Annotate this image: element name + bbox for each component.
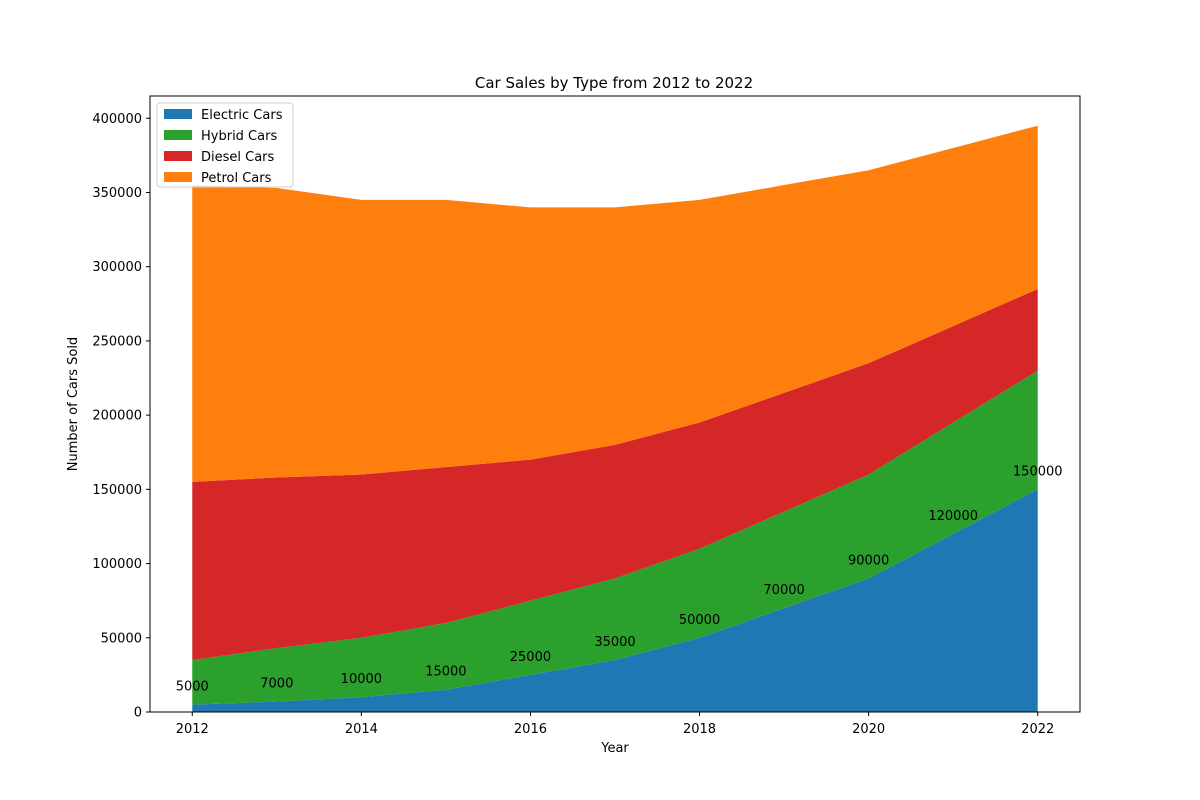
data-label: 7000 — [260, 677, 293, 692]
x-tick-label: 2018 — [683, 722, 716, 737]
y-tick-label: 200000 — [92, 409, 142, 424]
y-tick-label: 250000 — [92, 334, 142, 349]
data-label: 90000 — [848, 553, 889, 568]
data-label: 5000 — [176, 680, 209, 695]
x-tick-label: 2016 — [514, 722, 547, 737]
legend-swatch-electric-cars — [164, 109, 192, 119]
x-tick-label: 2022 — [1021, 722, 1054, 737]
y-tick-label: 100000 — [92, 557, 142, 572]
legend-label-petrol-cars: Petrol Cars — [201, 171, 272, 186]
data-label: 25000 — [510, 650, 551, 665]
y-axis-ticks: 0 50000 100000 150000 200000 250000 300000 3500… — [92, 112, 150, 721]
x-tick-label: 2020 — [852, 722, 885, 737]
legend-items: Electric Cars Hybrid Cars Diesel Cars Petro… — [164, 108, 283, 186]
legend-label-diesel-cars: Diesel Cars — [201, 150, 275, 165]
y-tick-label: 0 — [134, 706, 142, 721]
area-hybrid-cars — [192, 370, 1038, 705]
area-diesel-cars — [192, 288, 1038, 661]
data-label: 35000 — [594, 635, 635, 650]
legend-swatch-diesel-cars — [164, 151, 192, 161]
x-tick-label: 2014 — [345, 722, 378, 737]
data-label: 50000 — [679, 613, 720, 628]
legend-swatch-petrol-cars — [164, 172, 192, 182]
y-tick-label: 300000 — [92, 260, 142, 275]
x-axis-ticks: 2012 2014 2016 2018 2020 2022 — [176, 712, 1054, 737]
chart-title: Car Sales by Type from 2012 to 2022 — [475, 74, 753, 92]
y-tick-label: 400000 — [92, 112, 142, 127]
y-tick-label: 150000 — [92, 483, 142, 498]
data-label: 15000 — [425, 665, 466, 680]
y-tick-label: 350000 — [92, 186, 142, 201]
y-tick-label: 50000 — [101, 631, 142, 646]
x-tick-label: 2012 — [176, 722, 209, 737]
data-label: 150000 — [1013, 464, 1063, 479]
area-petrol-cars — [192, 125, 1038, 482]
x-axis-label: Year — [600, 741, 629, 756]
area-series-group — [192, 125, 1038, 712]
data-label: 10000 — [341, 672, 382, 687]
legend-label-hybrid-cars: Hybrid Cars — [201, 129, 277, 144]
legend-frame — [156, 102, 294, 188]
data-label-group: 5000 7000 10000 15000 25000 35000 50000 70000 90… — [176, 464, 1063, 694]
legend: Electric Cars Hybrid Cars Diesel Cars Petro… — [156, 102, 294, 188]
legend-label-electric-cars: Electric Cars — [201, 108, 283, 123]
legend-swatch-hybrid-cars — [164, 130, 192, 140]
area-electric-cars — [192, 489, 1038, 712]
data-label: 70000 — [763, 583, 804, 598]
y-axis-label: Number of Cars Sold — [66, 337, 81, 471]
plot-frame — [149, 95, 1081, 713]
data-label: 120000 — [928, 509, 978, 524]
